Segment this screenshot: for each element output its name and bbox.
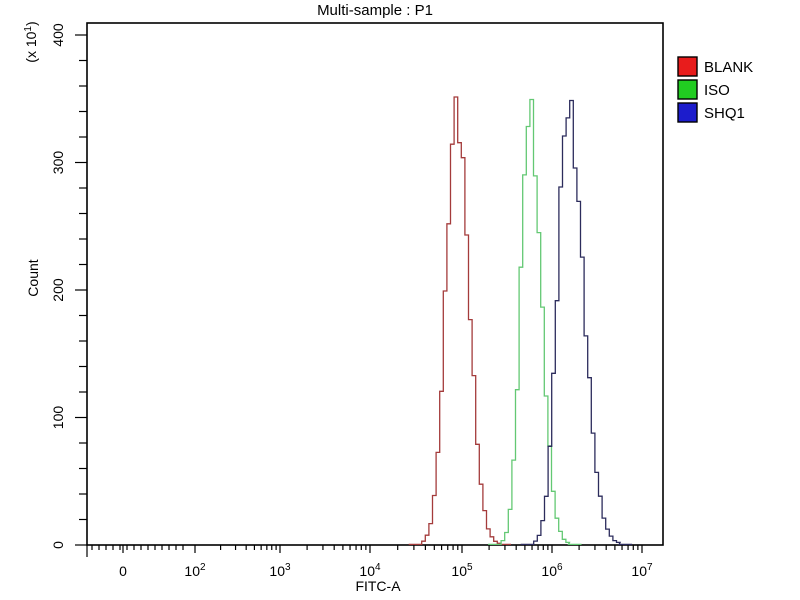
chart-title: Multi-sample : P1 <box>317 2 433 19</box>
x-tick-label: 0 <box>119 563 127 579</box>
x-tick-label: 102 <box>184 562 206 579</box>
x-tick-label: 103 <box>269 562 291 579</box>
y-axis-label: Count <box>25 259 41 296</box>
y-tick-label: 200 <box>50 278 66 302</box>
y-axis-unit-label: (x 101) <box>23 21 39 62</box>
axis-ticks: 0 102 103 104 105 106 107 0 100 200 300 400 <box>50 23 653 579</box>
y-tick-label: 0 <box>50 541 66 549</box>
x-tick-label: 106 <box>541 562 563 579</box>
histogram-curve-blank <box>408 96 511 546</box>
legend-label-iso: ISO <box>704 82 730 99</box>
legend-label-blank: BLANK <box>704 59 753 76</box>
legend-swatch-blank <box>677 56 698 77</box>
legend: BLANK ISO SHQ1 <box>677 56 753 123</box>
legend-label-shq1: SHQ1 <box>704 105 745 122</box>
y-tick-label: 400 <box>50 23 66 47</box>
x-axis-label: FITC-A <box>355 578 401 594</box>
y-tick-label: 100 <box>50 406 66 430</box>
legend-swatch-shq1 <box>677 102 698 123</box>
legend-swatch-iso <box>677 79 698 100</box>
x-tick-label: 107 <box>631 562 653 579</box>
histogram-curve-iso <box>488 98 582 546</box>
histogram-curves <box>408 96 633 546</box>
histogram-curve-shq1 <box>520 99 633 546</box>
x-tick-label: 105 <box>451 562 473 579</box>
y-tick-label: 300 <box>50 151 66 175</box>
plot-frame <box>86 22 664 546</box>
x-tick-label: 104 <box>359 562 381 579</box>
